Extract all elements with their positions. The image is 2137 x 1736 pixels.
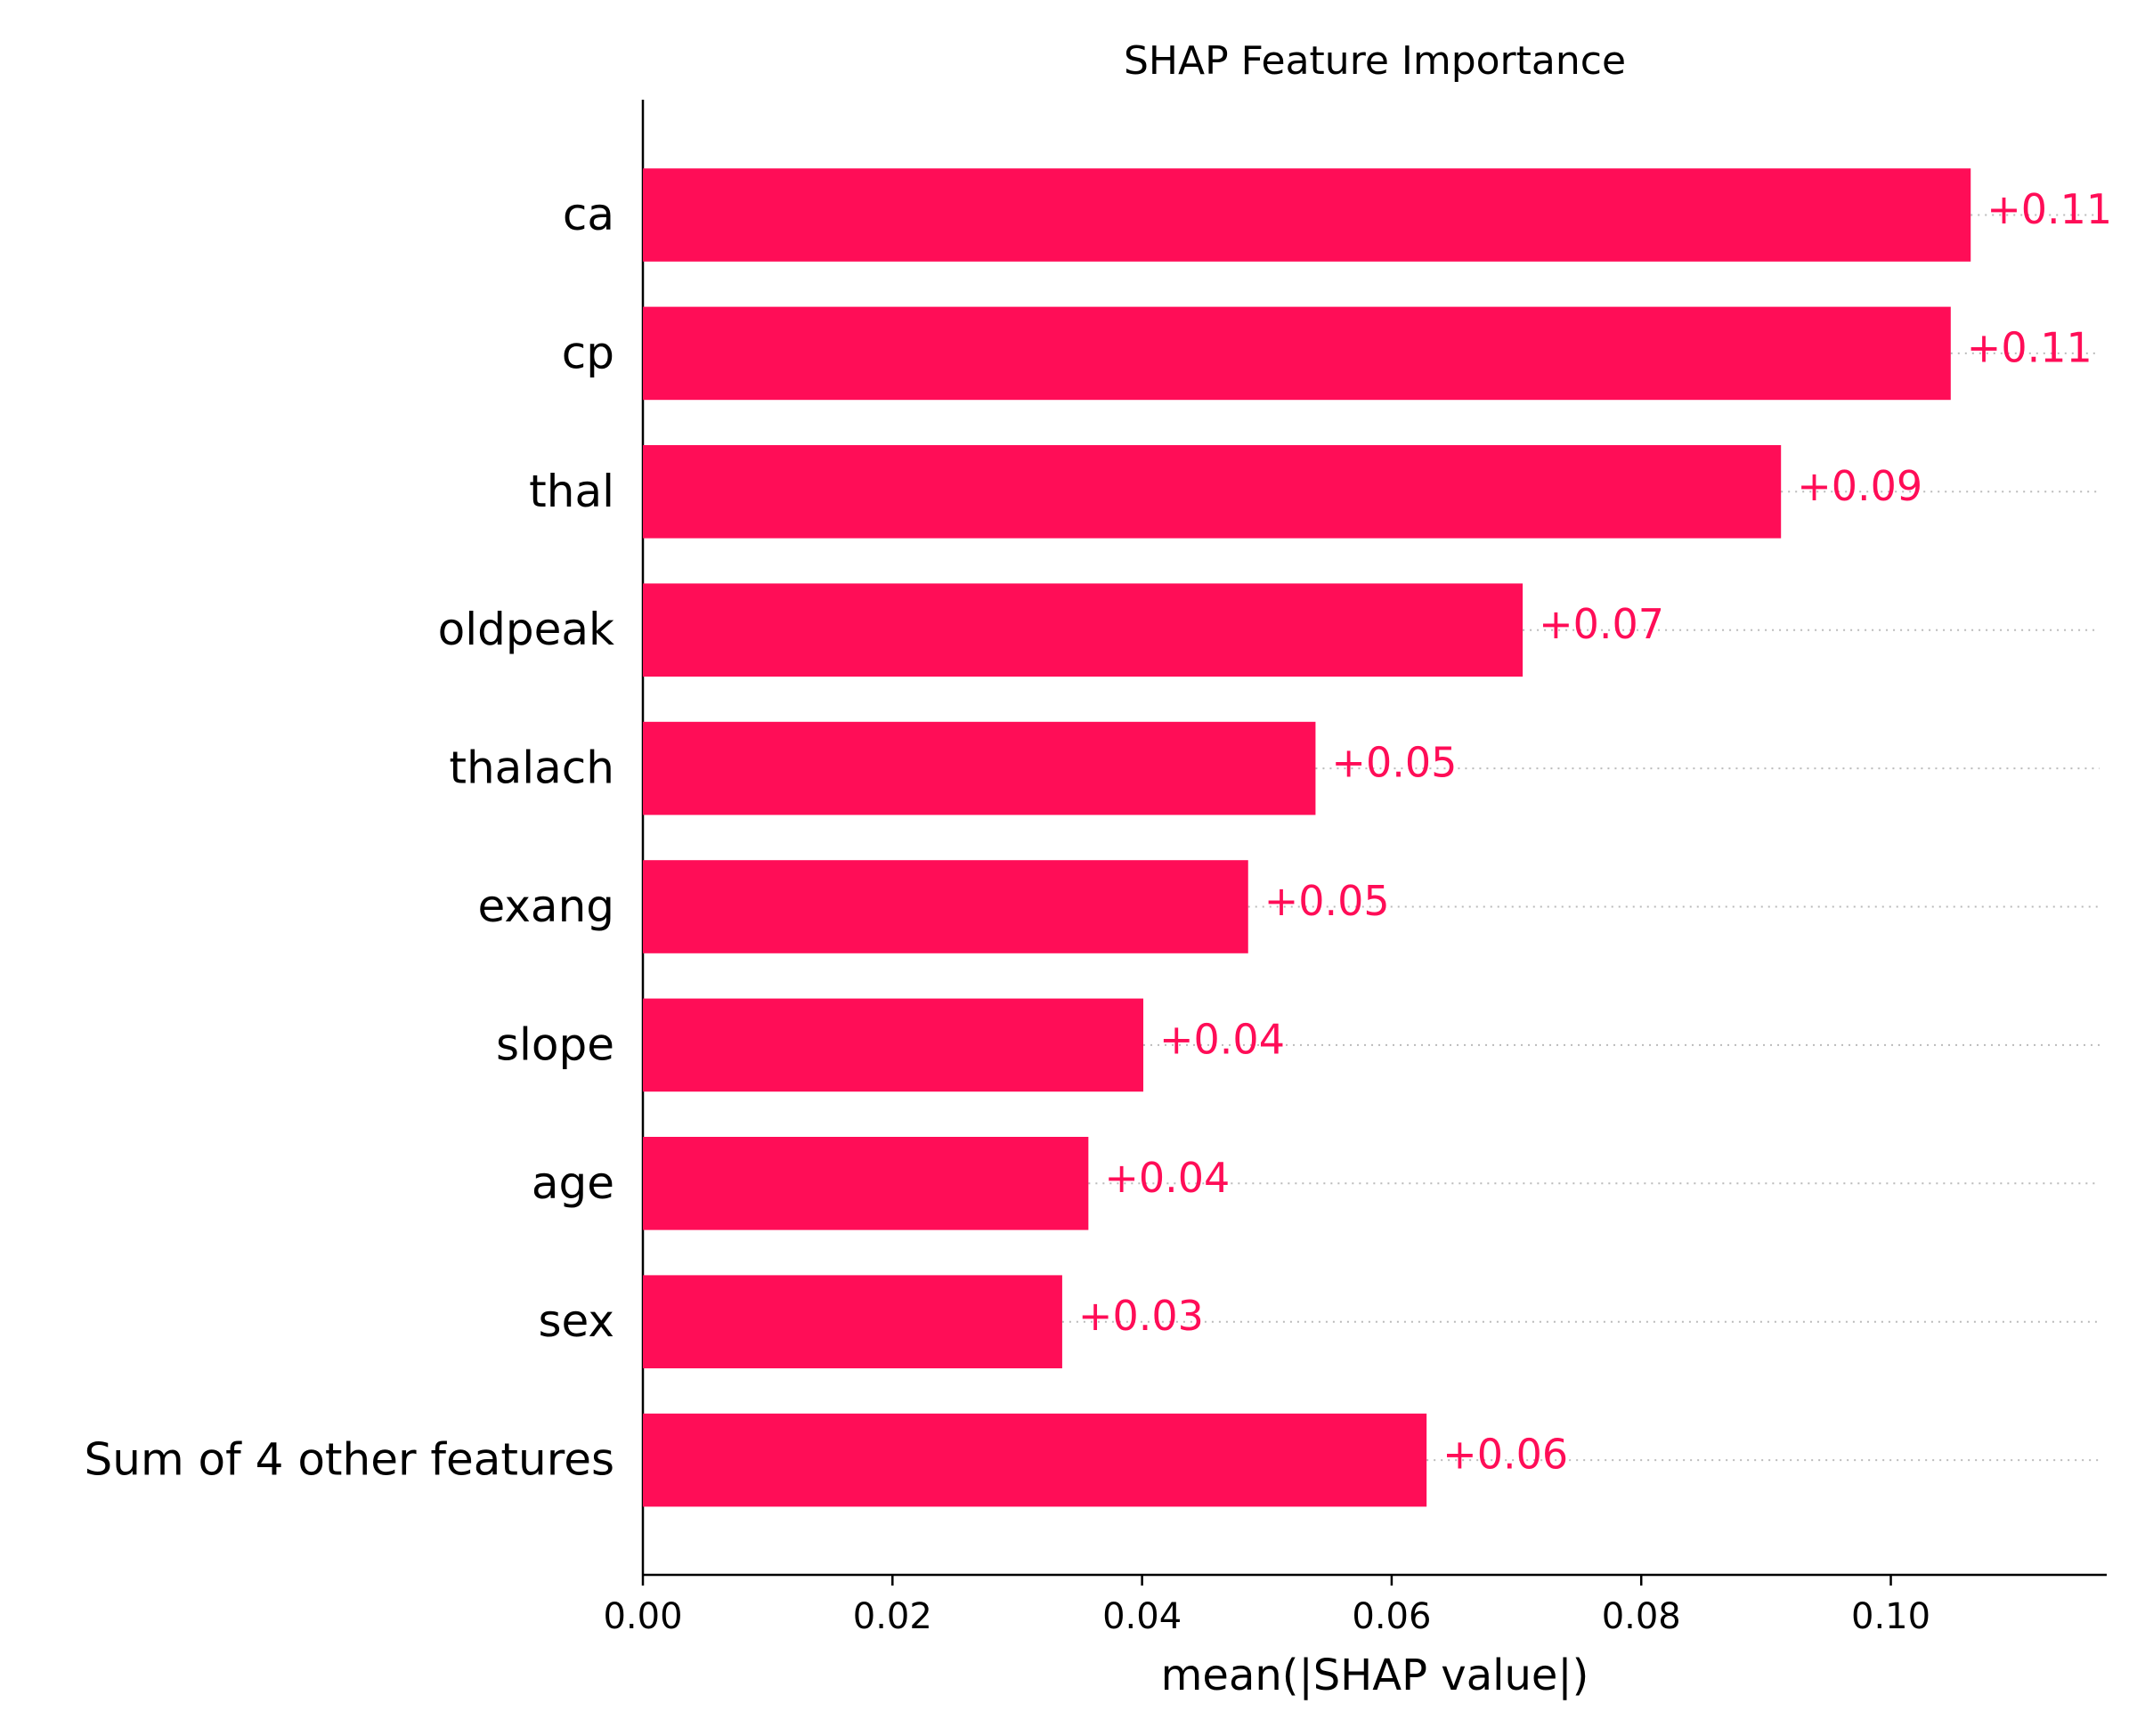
bar bbox=[643, 1137, 1089, 1230]
x-tick-label: 0.10 bbox=[1851, 1596, 1930, 1637]
y-tick-label: sex bbox=[538, 1295, 614, 1347]
value-label: +0.05 bbox=[1331, 739, 1457, 787]
value-label: +0.06 bbox=[1442, 1431, 1568, 1479]
x-tick-label: 0.04 bbox=[1102, 1596, 1182, 1637]
value-label: +0.07 bbox=[1539, 600, 1664, 648]
y-tick-label: slope bbox=[496, 1018, 614, 1070]
bar bbox=[643, 721, 1316, 815]
y-tick-label: oldpeak bbox=[438, 604, 614, 655]
y-tick-label: ca bbox=[563, 189, 614, 240]
value-label: +0.11 bbox=[1987, 185, 2112, 233]
y-tick-label: thal bbox=[529, 466, 614, 517]
bar bbox=[643, 583, 1524, 677]
chart-title: SHAP Feature Importance bbox=[1124, 38, 1626, 84]
bar bbox=[643, 168, 1971, 262]
bar bbox=[643, 445, 1782, 539]
y-tick-label: exang bbox=[477, 880, 614, 932]
bar bbox=[643, 860, 1248, 953]
y-tick-label: cp bbox=[562, 327, 614, 378]
bar bbox=[643, 1275, 1062, 1368]
bar bbox=[643, 306, 1951, 401]
value-label: +0.05 bbox=[1264, 877, 1390, 925]
value-label: +0.04 bbox=[1104, 1154, 1230, 1202]
value-label: +0.11 bbox=[1967, 323, 2092, 371]
bar bbox=[643, 1413, 1427, 1507]
value-label: +0.04 bbox=[1159, 1015, 1285, 1063]
x-tick-label: 0.02 bbox=[853, 1596, 932, 1637]
x-tick-label: 0.08 bbox=[1602, 1596, 1681, 1637]
x-axis-label: mean(|SHAP value|) bbox=[1161, 1651, 1589, 1700]
y-tick-label: Sum of 4 other features bbox=[85, 1434, 614, 1486]
y-tick-label: thalach bbox=[449, 742, 614, 794]
bar bbox=[643, 998, 1144, 1092]
value-label: +0.03 bbox=[1078, 1292, 1204, 1340]
x-tick-label: 0.06 bbox=[1352, 1596, 1431, 1637]
x-tick-label: 0.00 bbox=[603, 1596, 682, 1637]
value-label: +0.09 bbox=[1797, 462, 1922, 510]
y-tick-label: age bbox=[532, 1157, 614, 1209]
